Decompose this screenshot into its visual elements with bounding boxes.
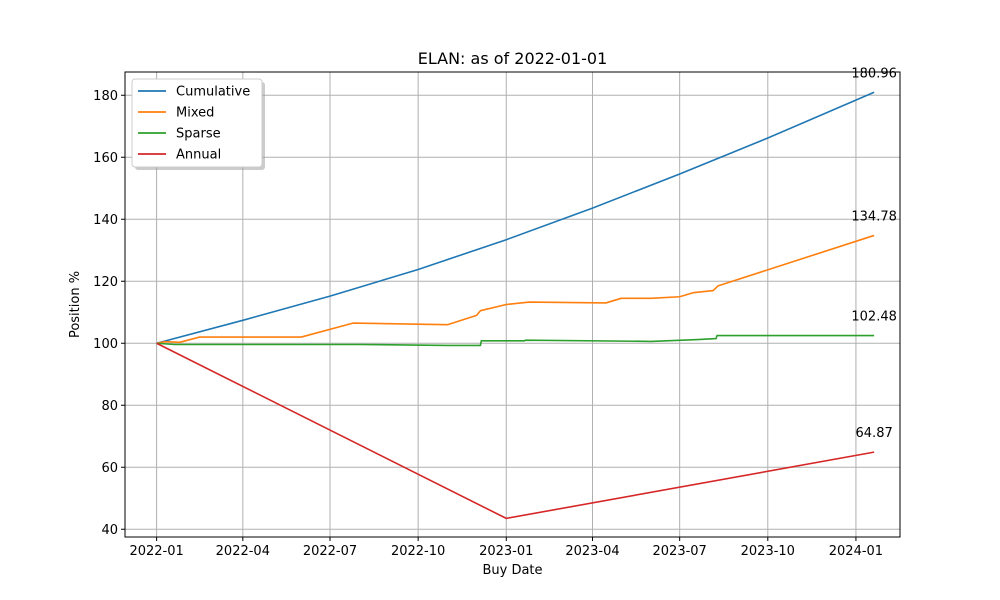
end-label-mixed: 134.78 bbox=[851, 209, 897, 224]
legend-item-annual: Annual bbox=[138, 148, 221, 163]
x-tick-label: 2022-01 bbox=[129, 544, 183, 559]
y-tick-label: 80 bbox=[101, 399, 118, 414]
end-label-sparse: 102.48 bbox=[851, 310, 897, 325]
legend-box bbox=[131, 78, 263, 168]
y-tick-label: 120 bbox=[93, 275, 118, 290]
end-label-cumulative: 180.96 bbox=[851, 66, 897, 81]
legend-item-sparse: Sparse bbox=[138, 127, 221, 142]
series-line-mixed bbox=[156, 234, 875, 345]
x-tick-label: 2022-07 bbox=[303, 544, 357, 559]
x-tick-label: 2023-07 bbox=[653, 544, 707, 559]
x-tick-label: 2022-10 bbox=[391, 544, 445, 559]
x-axis-label: Buy Date bbox=[482, 563, 542, 578]
grid bbox=[125, 72, 900, 537]
plot-frame bbox=[124, 71, 901, 538]
y-tick-label: 100 bbox=[93, 337, 118, 352]
y-tick-label: 160 bbox=[93, 151, 118, 166]
y-tick-label: 60 bbox=[101, 461, 118, 476]
series-lines bbox=[156, 91, 875, 520]
y-tick-label: 180 bbox=[93, 89, 118, 104]
end-labels: 180.96 134.78 102.48 64.87 bbox=[851, 66, 897, 441]
legend: Cumulative Mixed Sparse Annual bbox=[131, 78, 265, 170]
legend-label-mixed: Mixed bbox=[176, 106, 214, 121]
x-tick-label: 2024-01 bbox=[829, 544, 883, 559]
x-tick-label: 2023-01 bbox=[479, 544, 533, 559]
x-tick-label: 2022-04 bbox=[216, 544, 270, 559]
legend-item-mixed: Mixed bbox=[138, 106, 214, 121]
axis-ticks: 2022-01 2022-04 2022-07 2022-10 2023-01 2023-… bbox=[93, 89, 883, 559]
legend-label-sparse: Sparse bbox=[176, 127, 221, 142]
series-line-sparse bbox=[156, 334, 875, 347]
x-tick-label: 2023-10 bbox=[741, 544, 795, 559]
x-tick-label: 2023-04 bbox=[565, 544, 619, 559]
chart-title: ELAN: as of 2022-01-01 bbox=[418, 49, 608, 68]
series-line-annual bbox=[156, 342, 875, 520]
series-line-cumulative bbox=[156, 91, 875, 345]
y-tick-label: 140 bbox=[93, 213, 118, 228]
y-tick-label: 40 bbox=[101, 523, 118, 538]
y-axis-label: Position % bbox=[68, 271, 83, 338]
legend-label-cumulative: Cumulative bbox=[176, 85, 250, 100]
legend-item-cumulative: Cumulative bbox=[138, 85, 250, 100]
end-label-annual: 64.87 bbox=[856, 426, 893, 441]
legend-label-annual: Annual bbox=[176, 148, 221, 163]
